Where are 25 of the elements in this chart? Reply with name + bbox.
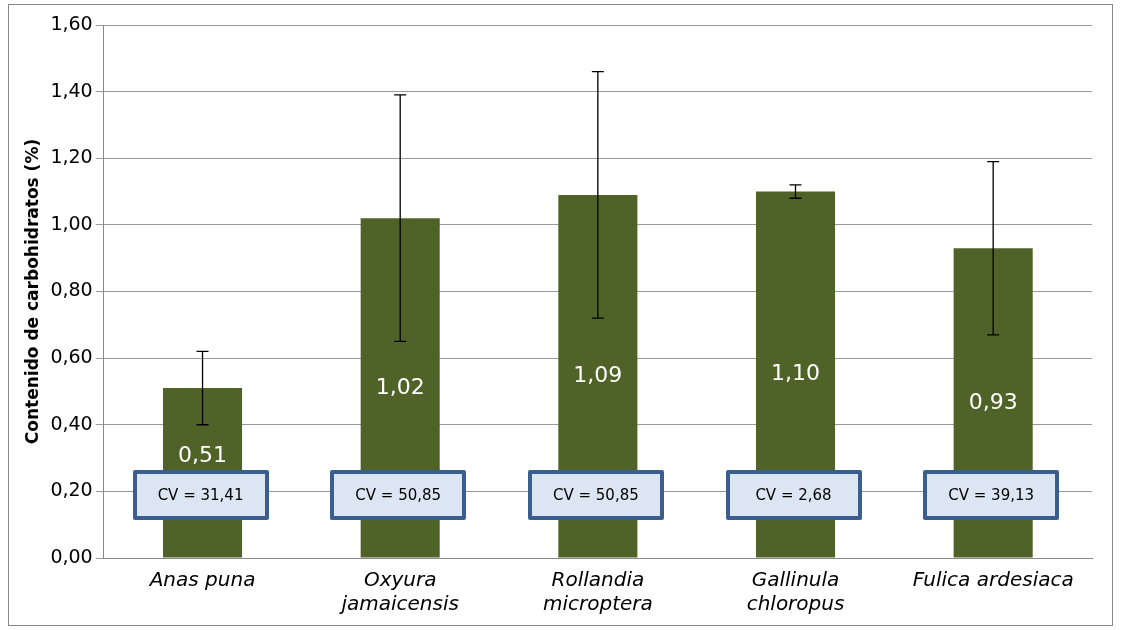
y-tick-label: 0,00 <box>50 544 93 567</box>
data-label: 1,09 <box>573 361 623 387</box>
y-tick-label: 0,40 <box>50 411 93 434</box>
x-tick-label: Oxyura jamaicensis <box>338 567 459 616</box>
y-tick-label: 0,60 <box>50 345 93 368</box>
label-box: CV = 31,41 <box>132 470 269 520</box>
x-tick-label: Gallinula chloropus <box>746 567 845 616</box>
data-label: 0,93 <box>968 388 1018 414</box>
data-label: 1,02 <box>375 373 425 399</box>
y-tick-label: 1,00 <box>50 211 93 234</box>
x-tick-label: Rollandia microptera <box>542 567 653 616</box>
data-label: 0,51 <box>178 441 228 467</box>
label-box: CV = 2,68 <box>725 470 862 520</box>
y-tick-label: 0,20 <box>50 478 93 501</box>
x-tick-label: Fulica ardesiaca <box>912 567 1074 592</box>
data-label: 1,10 <box>771 360 820 386</box>
label-box: CV = 50,85 <box>527 470 664 520</box>
x-tick-label: Anas puna <box>147 567 256 592</box>
label-box: CV = 39,13 <box>923 470 1060 520</box>
y-tick-label: 1,20 <box>50 145 93 168</box>
y-tick-label: 1,40 <box>50 78 93 101</box>
y-tick-label: 1,60 <box>50 11 93 34</box>
label-box: CV = 50,85 <box>330 470 467 520</box>
y-axis-title: Contenido de carbohidratos (%) <box>21 138 42 445</box>
y-tick-label: 0,80 <box>50 278 93 301</box>
